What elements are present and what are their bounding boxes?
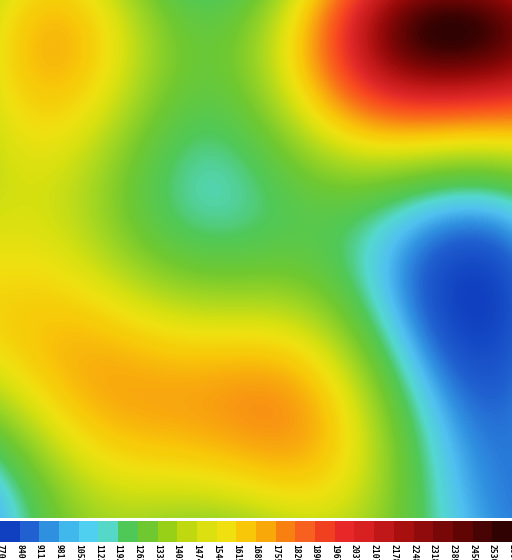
Text: 1826: 1826 xyxy=(291,544,300,560)
Text: 770: 770 xyxy=(0,544,5,559)
Bar xyxy=(374,521,394,542)
Bar xyxy=(275,521,295,542)
Text: 1967: 1967 xyxy=(330,544,339,560)
Bar xyxy=(433,521,453,542)
Bar xyxy=(79,521,98,542)
Bar xyxy=(118,521,138,542)
Text: 1403: 1403 xyxy=(173,544,182,560)
Text: 1122: 1122 xyxy=(94,544,103,560)
Text: 911: 911 xyxy=(35,544,44,559)
Bar xyxy=(138,521,158,542)
Bar xyxy=(39,521,59,542)
Bar xyxy=(98,521,118,542)
Text: 1474: 1474 xyxy=(193,544,201,560)
Bar xyxy=(0,521,19,542)
Text: 2318: 2318 xyxy=(429,544,438,560)
Text: 1333: 1333 xyxy=(153,544,162,560)
Text: 1685: 1685 xyxy=(251,544,261,560)
Text: 2037: 2037 xyxy=(350,544,359,560)
Bar xyxy=(394,521,414,542)
Text: 1263: 1263 xyxy=(133,544,142,560)
Bar xyxy=(493,521,512,542)
Text: 2459: 2459 xyxy=(468,544,477,560)
Bar xyxy=(315,521,335,542)
Text: 981: 981 xyxy=(55,544,63,559)
Text: 1544: 1544 xyxy=(212,544,221,560)
Bar xyxy=(473,521,493,542)
Text: 1052: 1052 xyxy=(74,544,83,560)
Bar xyxy=(158,521,177,542)
Bar xyxy=(414,521,433,542)
Text: 1755: 1755 xyxy=(271,544,280,560)
Text: 1192: 1192 xyxy=(114,544,123,560)
Text: 2178: 2178 xyxy=(389,544,398,560)
Text: 2389: 2389 xyxy=(449,544,457,560)
Text: 2530: 2530 xyxy=(488,544,497,560)
Bar xyxy=(59,521,79,542)
Text: 1615: 1615 xyxy=(232,544,241,560)
Bar xyxy=(177,521,197,542)
Bar xyxy=(335,521,354,542)
Bar xyxy=(237,521,256,542)
Bar xyxy=(197,521,217,542)
Text: 840: 840 xyxy=(15,544,24,559)
Bar xyxy=(256,521,275,542)
Bar xyxy=(19,521,39,542)
Text: 1896: 1896 xyxy=(311,544,319,560)
Text: 2107: 2107 xyxy=(370,544,379,560)
Bar xyxy=(354,521,374,542)
Bar xyxy=(295,521,315,542)
Bar xyxy=(453,521,473,542)
Bar xyxy=(217,521,237,542)
Text: 2248: 2248 xyxy=(409,544,418,560)
Text: 2600: 2600 xyxy=(507,544,512,560)
